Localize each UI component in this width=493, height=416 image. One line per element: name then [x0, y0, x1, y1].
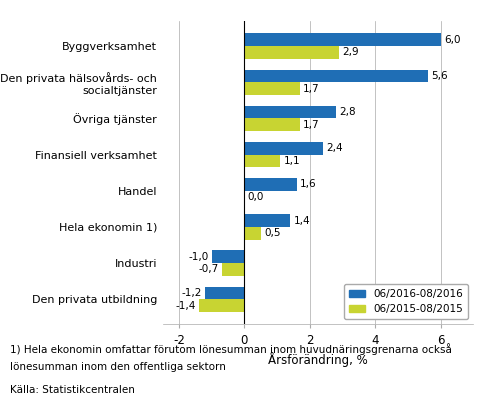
Text: 1,7: 1,7: [303, 84, 320, 94]
Text: Källa: Statistikcentralen: Källa: Statistikcentralen: [10, 385, 135, 395]
Bar: [245, 46, 339, 59]
Text: -1,4: -1,4: [175, 300, 195, 310]
Bar: [245, 142, 323, 155]
Bar: [245, 214, 290, 227]
Bar: [245, 155, 281, 167]
Text: 1) Hela ekonomin omfattar förutom lönesumman inom huvudnäringsgrenarna också: 1) Hela ekonomin omfattar förutom lönesu…: [10, 343, 452, 355]
Text: 2,9: 2,9: [343, 47, 359, 57]
X-axis label: Årsförändring, %: Årsförändring, %: [268, 352, 368, 367]
Bar: [245, 227, 261, 240]
Text: -0,7: -0,7: [198, 264, 218, 274]
Bar: [245, 33, 441, 46]
Text: -1,0: -1,0: [188, 252, 209, 262]
Text: 6,0: 6,0: [444, 35, 460, 45]
Bar: [199, 299, 245, 312]
Text: 1,7: 1,7: [303, 120, 320, 130]
Text: 1,4: 1,4: [293, 215, 310, 225]
Bar: [245, 69, 427, 82]
Text: -1,2: -1,2: [181, 288, 202, 298]
Text: 2,8: 2,8: [339, 107, 356, 117]
Text: 0,0: 0,0: [247, 192, 264, 202]
Legend: 06/2016-08/2016, 06/2015-08/2015: 06/2016-08/2016, 06/2015-08/2015: [344, 284, 468, 319]
Bar: [245, 106, 336, 119]
Text: lönesumman inom den offentliga sektorn: lönesumman inom den offentliga sektorn: [10, 362, 226, 372]
Text: 5,6: 5,6: [431, 71, 448, 81]
Bar: [221, 263, 245, 276]
Bar: [245, 119, 300, 131]
Bar: [245, 178, 297, 191]
Bar: [245, 82, 300, 95]
Text: 2,4: 2,4: [326, 143, 343, 153]
Text: 1,6: 1,6: [300, 179, 317, 189]
Text: 1,1: 1,1: [283, 156, 300, 166]
Bar: [205, 287, 245, 299]
Bar: [211, 250, 245, 263]
Text: 0,5: 0,5: [264, 228, 281, 238]
